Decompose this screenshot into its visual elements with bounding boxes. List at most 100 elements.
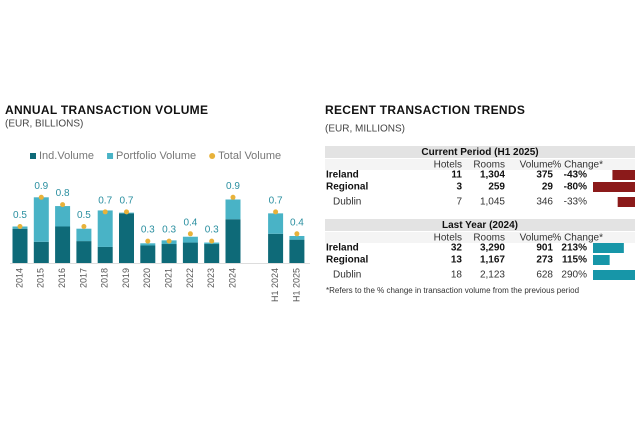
column-header-bg xyxy=(325,232,635,243)
bar-segment xyxy=(161,244,177,263)
bar-segment xyxy=(140,243,156,246)
bar-segment xyxy=(76,241,92,263)
cell: 32 xyxy=(451,243,463,254)
cell: 901 xyxy=(536,243,553,254)
x-tick-label: 2016 xyxy=(57,268,67,288)
total-dot xyxy=(145,238,151,244)
x-tick-label: 2022 xyxy=(185,268,195,288)
cell: 346 xyxy=(536,197,553,208)
x-tick-label: 2015 xyxy=(36,268,46,288)
row-label: Regional xyxy=(326,182,368,193)
bar-segment xyxy=(289,239,305,263)
chart-subtitle: (EUR, BILLIONS) xyxy=(5,119,83,130)
cell: 3 xyxy=(456,182,462,193)
legend-dot xyxy=(209,153,216,159)
total-dot xyxy=(81,224,87,229)
row-label: Dublin xyxy=(333,197,361,208)
value-label: 0.7 xyxy=(120,196,134,207)
x-tick-label: 2021 xyxy=(163,268,173,288)
change-bar xyxy=(617,197,635,207)
value-label: 0.5 xyxy=(13,210,27,221)
x-tick-label: 2019 xyxy=(121,268,131,288)
cell: 375 xyxy=(536,170,553,181)
bar-segment xyxy=(289,235,305,240)
section-title: Last Year (2024) xyxy=(442,220,518,231)
value-label: 0.7 xyxy=(98,196,112,207)
x-tick-label: 2023 xyxy=(206,268,216,288)
total-dot xyxy=(124,209,129,215)
bar-segment xyxy=(33,197,49,242)
cell: 1,045 xyxy=(480,197,505,208)
row-label: Dublin xyxy=(333,270,361,281)
value-label: 0.5 xyxy=(77,210,91,221)
change-bar xyxy=(593,270,635,280)
x-tick-label: H1 2024 xyxy=(270,268,280,302)
change-bar xyxy=(593,182,635,192)
column-header: Rooms xyxy=(473,160,505,171)
x-tick-label: 2020 xyxy=(142,268,152,288)
change-bar xyxy=(593,255,610,265)
bar-segment xyxy=(119,213,134,263)
column-header: Volume xyxy=(520,233,554,244)
change-label: -80% xyxy=(564,182,587,193)
cell: 628 xyxy=(536,270,553,281)
section-title: Current Period (H1 2025) xyxy=(421,147,538,158)
footnote: *Refers to the % change in transaction v… xyxy=(326,286,579,295)
row-label: Ireland xyxy=(326,170,359,181)
bar-segment xyxy=(204,244,220,263)
total-dot xyxy=(273,209,279,215)
bar-segment xyxy=(12,228,28,263)
value-label: 0.3 xyxy=(141,225,155,236)
value-label: 0.7 xyxy=(269,196,283,207)
bar-segment xyxy=(225,219,241,263)
x-tick-label: 2024 xyxy=(227,268,237,288)
legend-swatch xyxy=(30,153,36,159)
bar-segment xyxy=(268,233,284,263)
change-label: -33% xyxy=(564,197,587,208)
column-header: Rooms xyxy=(473,233,505,244)
bar-segment xyxy=(140,245,156,263)
cell: 13 xyxy=(451,255,463,266)
value-label: 0.3 xyxy=(205,225,219,236)
column-header: Volume xyxy=(520,160,554,171)
section-header-bg xyxy=(325,146,635,158)
change-label: 213% xyxy=(561,243,587,254)
change-label: 290% xyxy=(561,270,587,281)
table-title: RECENT TRANSACTION TRENDS xyxy=(325,103,525,117)
total-dot xyxy=(17,224,23,229)
cell: 273 xyxy=(536,255,553,266)
change-label: 115% xyxy=(562,255,587,266)
total-dot xyxy=(230,194,236,200)
bar-segment xyxy=(225,199,241,220)
bar-segment xyxy=(76,228,92,242)
bar-segment xyxy=(182,236,198,243)
row-label: Ireland xyxy=(326,243,359,254)
bar-segment xyxy=(97,246,113,263)
cell: 11 xyxy=(451,170,462,181)
total-dot xyxy=(187,231,193,237)
column-header-bg xyxy=(325,159,635,170)
value-label: 0.8 xyxy=(56,188,70,199)
value-label: 0.9 xyxy=(226,181,240,192)
column-header: % Change* xyxy=(552,160,603,171)
table-subtitle: (EUR, MILLIONS) xyxy=(325,124,405,135)
total-dot xyxy=(60,202,66,208)
x-tick-label: 2014 xyxy=(14,268,24,288)
value-label: 0.3 xyxy=(162,225,176,236)
cell: 3,290 xyxy=(480,243,505,254)
row-label: Regional xyxy=(326,255,368,266)
bar-segment xyxy=(97,210,113,247)
legend-label: Total Volume xyxy=(218,150,281,162)
value-label: 0.4 xyxy=(290,217,304,228)
x-tick-label: H1 2025 xyxy=(291,268,301,302)
total-dot xyxy=(102,209,108,215)
bar-segment xyxy=(55,226,71,263)
value-label: 0.4 xyxy=(183,217,197,228)
value-label: 0.9 xyxy=(34,181,48,192)
bar-segment xyxy=(55,206,71,227)
cell: 18 xyxy=(451,270,463,281)
x-tick-label: 2017 xyxy=(78,268,88,288)
change-bar xyxy=(612,170,635,180)
cell: 7 xyxy=(456,197,462,208)
cell: 2,123 xyxy=(480,270,505,281)
